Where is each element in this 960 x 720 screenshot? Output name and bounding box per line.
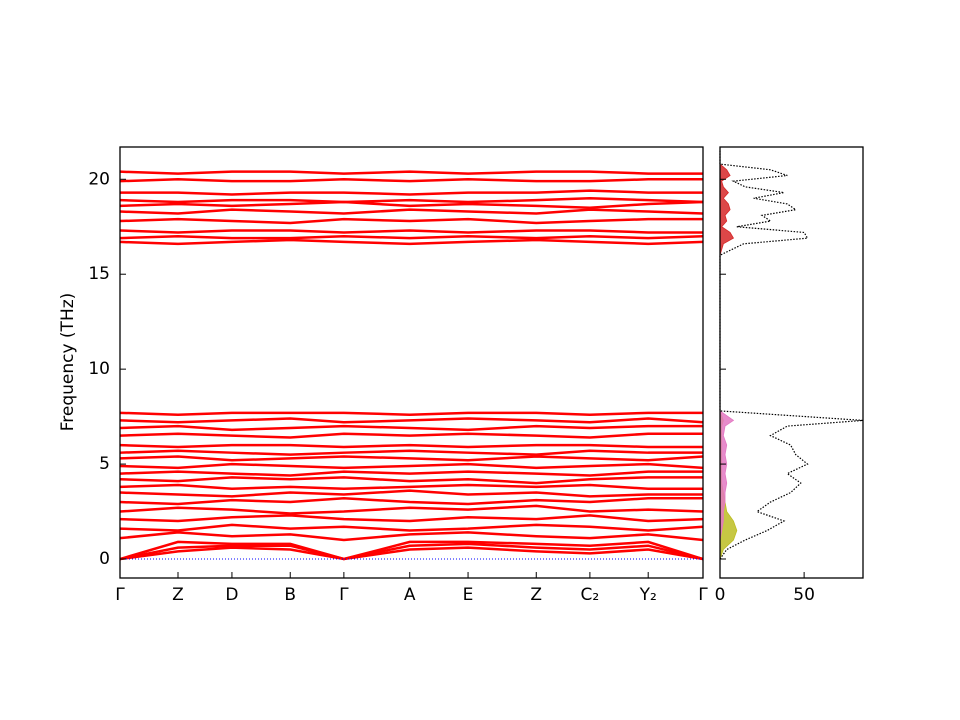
y-tick-label: 0 bbox=[99, 549, 110, 569]
band-line bbox=[119, 178, 703, 183]
x-tick-label: B bbox=[284, 585, 296, 605]
band-line bbox=[119, 514, 704, 523]
x-tick-label: 50 bbox=[793, 585, 815, 605]
band-line bbox=[119, 234, 704, 240]
band-line bbox=[119, 470, 703, 477]
x-tick-label: Γ bbox=[339, 585, 349, 605]
x-tick-label: E bbox=[463, 585, 474, 605]
band-line bbox=[119, 542, 704, 561]
band-line bbox=[119, 170, 703, 175]
band-line bbox=[119, 229, 703, 234]
x-tick-label: D bbox=[225, 585, 238, 605]
band-line bbox=[119, 449, 703, 456]
plot-frame bbox=[719, 146, 864, 579]
band-line bbox=[119, 546, 704, 561]
x-tick-label: Y₂ bbox=[639, 585, 657, 605]
y-tick-label: 15 bbox=[88, 264, 110, 284]
band-line bbox=[119, 504, 704, 515]
band-line bbox=[119, 238, 704, 246]
y-axis-label: Frequency (THz) bbox=[58, 293, 78, 432]
y-tick-label: 20 bbox=[88, 169, 110, 189]
band-line bbox=[119, 432, 703, 439]
band-line bbox=[119, 197, 704, 204]
band-line bbox=[120, 189, 703, 196]
band-line bbox=[119, 497, 703, 506]
x-tick-label: Γ bbox=[115, 585, 125, 605]
y-tick-label: 10 bbox=[88, 359, 110, 379]
band-line bbox=[119, 483, 703, 491]
x-tick-label: Z bbox=[530, 585, 542, 605]
band-line bbox=[119, 531, 704, 542]
band-line bbox=[119, 476, 703, 485]
dos-line bbox=[719, 150, 864, 560]
band-line bbox=[119, 217, 703, 225]
band-line bbox=[119, 208, 704, 215]
band-line bbox=[119, 411, 703, 416]
band-line bbox=[119, 417, 704, 424]
band-line bbox=[119, 455, 704, 462]
band-line bbox=[119, 540, 704, 561]
band-line bbox=[119, 424, 703, 432]
x-tick-label: C₂ bbox=[581, 585, 600, 605]
x-tick-label: 0 bbox=[715, 585, 726, 605]
x-tick-label: A bbox=[404, 585, 416, 605]
band-line bbox=[119, 200, 704, 210]
plot-frame bbox=[119, 146, 704, 579]
band-line bbox=[119, 523, 704, 532]
x-tick-label: Z bbox=[172, 585, 184, 605]
band-line bbox=[119, 489, 703, 498]
x-tick-label: Γ bbox=[698, 585, 708, 605]
band-line bbox=[119, 462, 704, 470]
y-tick-label: 5 bbox=[99, 454, 110, 474]
band-line bbox=[119, 443, 703, 449]
